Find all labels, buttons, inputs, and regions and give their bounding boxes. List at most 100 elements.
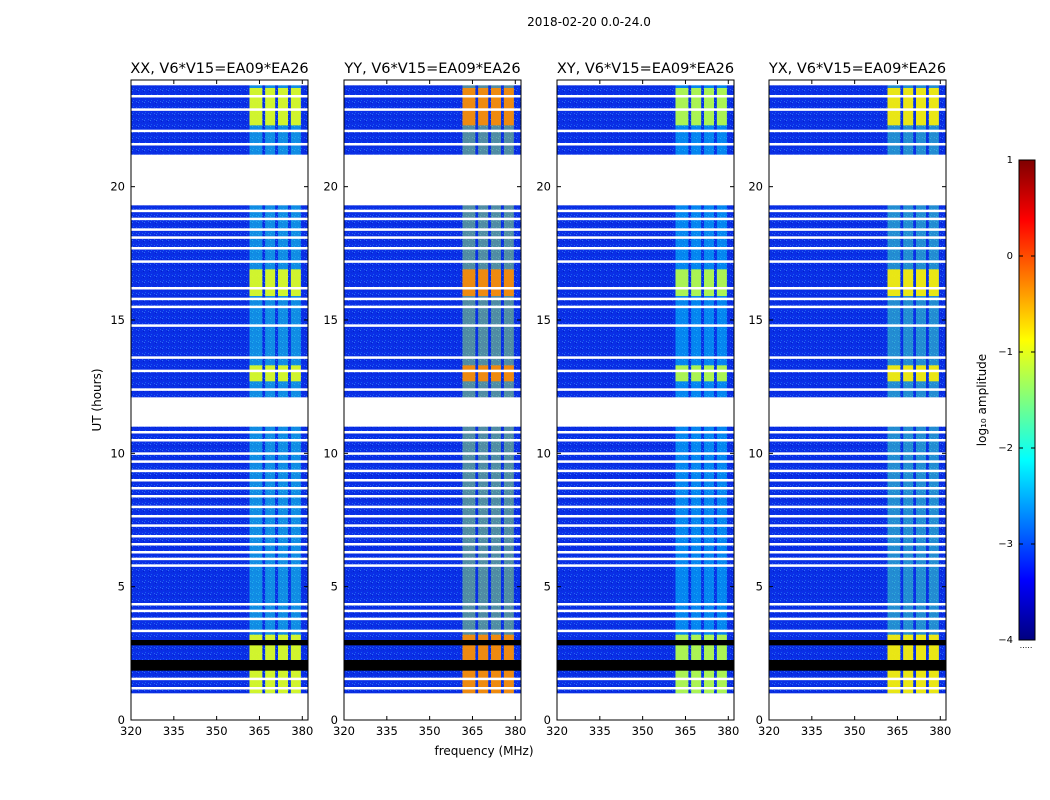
colorbar-footer: ..... bbox=[1020, 641, 1033, 650]
bright-block bbox=[462, 365, 476, 382]
flagged-row bbox=[769, 108, 946, 111]
bright-block bbox=[691, 365, 702, 382]
flagged-row bbox=[557, 487, 734, 490]
y-tick-label: 20 bbox=[323, 180, 338, 194]
flagged-row bbox=[557, 535, 734, 538]
heatmap-panel-yy: YY, V6*V15=EA09*EA26 320 335 350 365 380 0 5 10 1… bbox=[323, 61, 526, 738]
flagged-range bbox=[344, 80, 521, 86]
x-tick-label: 365 bbox=[461, 724, 483, 738]
flagged-row bbox=[769, 431, 946, 434]
y-tick-label: 10 bbox=[536, 446, 551, 460]
bright-block bbox=[290, 365, 301, 382]
flagged-row bbox=[131, 687, 308, 690]
flagged-row bbox=[344, 95, 521, 98]
flagged-row bbox=[557, 388, 734, 391]
flagged-row bbox=[344, 287, 521, 290]
colorbar-tick-label: 0 bbox=[1007, 251, 1013, 262]
flagged-range bbox=[131, 80, 308, 86]
flagged-row bbox=[557, 324, 734, 327]
flagged-range bbox=[344, 154, 521, 206]
flagged-row bbox=[557, 260, 734, 263]
bright-block bbox=[249, 269, 263, 296]
flagged-row bbox=[344, 551, 521, 554]
flagged-row bbox=[131, 677, 308, 681]
flagged-row bbox=[131, 609, 308, 613]
flagged-row bbox=[557, 557, 734, 561]
bright-block bbox=[265, 365, 276, 382]
flagged-row bbox=[344, 108, 521, 111]
flagged-row bbox=[557, 452, 734, 455]
flagged-row bbox=[557, 629, 734, 633]
flagged-row bbox=[131, 108, 308, 111]
y-tick-label: 10 bbox=[110, 446, 125, 460]
bright-block bbox=[503, 365, 514, 382]
flagged-row bbox=[557, 305, 734, 309]
bright-block bbox=[265, 269, 276, 296]
flagged-row bbox=[344, 431, 521, 434]
bright-block bbox=[491, 365, 502, 382]
x-tick-label: 335 bbox=[163, 724, 185, 738]
flagged-row bbox=[344, 369, 521, 373]
flagged-row bbox=[344, 209, 521, 213]
flagged-row bbox=[769, 609, 946, 613]
flagged-row bbox=[131, 439, 308, 442]
flagged-row bbox=[344, 677, 521, 681]
flagged-row bbox=[557, 469, 734, 473]
flagged-row bbox=[131, 487, 308, 490]
flagged-range bbox=[131, 397, 308, 427]
flagged-row bbox=[769, 305, 946, 309]
flagged-row bbox=[769, 557, 946, 561]
y-tick-label: 15 bbox=[748, 313, 763, 327]
bright-block bbox=[478, 365, 489, 382]
x-tick-label: 365 bbox=[674, 724, 696, 738]
flagged-row bbox=[131, 143, 308, 146]
bright-block bbox=[691, 88, 702, 126]
zero-amplitude-row bbox=[344, 640, 521, 646]
zero-amplitude-row bbox=[769, 660, 946, 671]
flagged-row bbox=[557, 247, 734, 250]
flagged-row bbox=[131, 209, 308, 213]
flagged-row bbox=[557, 524, 734, 527]
colorbar: 1 0 −1 −2 −3 −4 log₁₀ amplitude ..... bbox=[975, 155, 1036, 650]
flagged-row bbox=[557, 505, 734, 509]
y-tick-label: 0 bbox=[118, 713, 125, 727]
flagged-row bbox=[344, 629, 521, 633]
bright-block bbox=[928, 88, 939, 126]
flagged-row bbox=[769, 564, 946, 567]
x-tick-label: 350 bbox=[206, 724, 228, 738]
y-tick-label: 15 bbox=[536, 313, 551, 327]
flagged-row bbox=[344, 687, 521, 690]
flagged-row bbox=[131, 557, 308, 561]
flagged-row bbox=[344, 247, 521, 250]
x-tick-label: 335 bbox=[589, 724, 611, 738]
flagged-row bbox=[557, 677, 734, 681]
flagged-row bbox=[344, 129, 521, 133]
flagged-row bbox=[557, 217, 734, 221]
flagged-row bbox=[557, 551, 734, 554]
flagged-row bbox=[131, 617, 308, 621]
x-tick-label: 335 bbox=[376, 724, 398, 738]
zero-amplitude-row bbox=[557, 660, 734, 671]
bright-block bbox=[290, 88, 301, 126]
flagged-row bbox=[769, 617, 946, 621]
flagged-row bbox=[131, 564, 308, 567]
x-tick-label: 320 bbox=[333, 724, 355, 738]
flagged-row bbox=[769, 603, 946, 606]
panel-title: XX, V6*V15=EA09*EA26 bbox=[130, 61, 308, 77]
y-tick-label: 5 bbox=[544, 580, 551, 594]
y-tick-label: 0 bbox=[756, 713, 763, 727]
x-tick-label: 350 bbox=[419, 724, 441, 738]
flagged-row bbox=[557, 543, 734, 546]
x-tick-label: 335 bbox=[801, 724, 823, 738]
flagged-row bbox=[344, 217, 521, 221]
x-tick-label: 350 bbox=[632, 724, 654, 738]
flagged-row bbox=[131, 460, 308, 463]
flagged-row bbox=[769, 287, 946, 290]
flagged-row bbox=[344, 469, 521, 473]
flagged-range bbox=[769, 693, 946, 720]
flagged-row bbox=[769, 487, 946, 490]
flagged-row bbox=[344, 305, 521, 309]
flagged-row bbox=[344, 515, 521, 518]
flagged-range bbox=[131, 693, 308, 720]
